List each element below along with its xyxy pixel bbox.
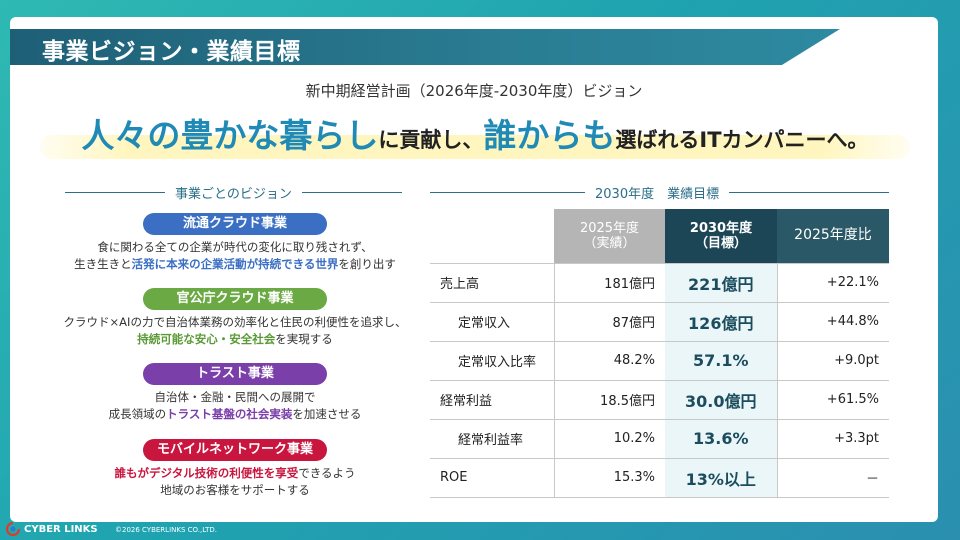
value-2025: 181億円 — [553, 263, 665, 303]
row-label: 定常収入 — [430, 302, 554, 342]
tagline-highlight — [40, 135, 910, 159]
table-row: 定常収入 87億円 126億円 +44.8% — [430, 302, 889, 342]
business-vision-heading: 事業ごとのビジョン — [65, 183, 402, 202]
logo-text: CYBER LINKS — [24, 523, 98, 535]
table-header-row: 2025年度 （実績） 2030年度 （目標） 2025年度比 — [430, 209, 889, 264]
slide-card: 事業ビジョン・業績目標 新中期経営計画（2026年度-2030年度）ビジョン 人… — [10, 17, 938, 522]
tagline-part-2: に貢献し、 — [378, 128, 484, 152]
value-2030: 13.6% — [665, 419, 777, 459]
tagline-part-3: 誰からも — [483, 116, 616, 155]
tagline-part-4: 選ばれるITカンパニーへ。 — [615, 128, 869, 152]
value-2025: 48.2% — [553, 341, 665, 381]
row-label: 定常収入比率 — [430, 341, 554, 381]
value-2025: 10.2% — [553, 419, 665, 459]
business-pill-mobile: モバイルネットワーク事業 — [143, 439, 327, 461]
value-2025: 87億円 — [553, 302, 665, 342]
company-logo: CYBER LINKS — [6, 522, 98, 536]
row-label: 売上高 — [430, 263, 554, 303]
header-ratio: 2025年度比 — [777, 209, 889, 264]
business-desc: 自治体・金融・民間への展開で 成長領域のトラスト基盤の社会実装を加速させる — [108, 390, 362, 421]
value-ratio: +9.0pt — [776, 341, 889, 381]
value-ratio: － — [776, 458, 889, 498]
table-row: 定常収入比率 48.2% 57.1% +9.0pt — [430, 341, 889, 381]
business-mobile-network: モバイルネットワーク事業 誰もがデジタル技術の利便性を享受できるよう 地域のお客… — [50, 438, 420, 499]
value-ratio: +3.3pt — [776, 419, 889, 459]
value-ratio: +44.8% — [776, 302, 889, 342]
business-pill-kankocho: 官公庁クラウド事業 — [143, 288, 327, 310]
business-ryutsu-cloud: 流通クラウド事業 食に関わる全ての企業が時代の変化に取り残されず、 生き生きと活… — [50, 212, 420, 273]
table-row: 経常利益 18.5億円 30.0億円 +61.5% — [430, 380, 889, 420]
business-pill-ryutsu: 流通クラウド事業 — [143, 213, 327, 235]
header-2025: 2025年度 （実績） — [554, 209, 665, 264]
cyberlinks-logo-icon — [6, 522, 20, 536]
business-trust: トラスト事業 自治体・金融・民間への展開で 成長領域のトラスト基盤の社会実装を加… — [50, 362, 420, 423]
targets-heading: 2030年度 業績目標 — [430, 183, 890, 202]
business-desc: 食に関わる全ての企業が時代の変化に取り残されず、 生き生きと活発に本来の企業活動… — [74, 240, 396, 271]
row-label: 経常利益 — [430, 380, 554, 420]
value-2030: 13%以上 — [665, 458, 777, 498]
title-band — [10, 29, 840, 65]
copyright-text: ©2026 CYBERLINKS CO.,LTD. — [115, 526, 218, 534]
table-row: ROE 15.3% 13%以上－ — [430, 458, 889, 498]
business-desc: クラウド×AIの力で自治体業務の効率化と住民の利便性を追求し、 持続可能な安心・… — [63, 315, 407, 346]
value-2025: 15.3% — [553, 458, 665, 498]
vision-tagline: 人々の豊かな暮らしに貢献し、誰からも選ばれるITカンパニーへ。 — [40, 109, 910, 157]
row-label: ROE — [430, 458, 554, 498]
value-2030: 57.1% — [665, 341, 777, 381]
value-ratio: +61.5% — [776, 380, 889, 420]
table-row: 売上高 181億円 221億円 +22.1% — [430, 263, 889, 303]
vision-subtitle: 新中期経営計画（2026年度-2030年度）ビジョン — [305, 82, 643, 100]
tagline-area: 人々の豊かな暮らしに貢献し、誰からも選ばれるITカンパニーへ。 — [40, 109, 910, 161]
value-2030: 30.0億円 — [665, 380, 777, 420]
tagline-part-1: 人々の豊かな暮らし — [81, 116, 379, 155]
row-label: 経常利益率 — [430, 419, 554, 459]
value-2025: 18.5億円 — [553, 380, 665, 420]
kpi-table: 2025年度 （実績） 2030年度 （目標） 2025年度比 売上高 181億円… — [430, 209, 889, 498]
business-kankocho-cloud: 官公庁クラウド事業 クラウド×AIの力で自治体業務の効率化と住民の利便性を追求し… — [50, 287, 420, 348]
business-pill-trust: トラスト事業 — [143, 363, 327, 385]
table-row: 経常利益率 10.2% 13.6% +3.3pt — [430, 419, 889, 459]
value-ratio: +22.1% — [776, 263, 889, 303]
value-2030: 126億円 — [665, 302, 777, 342]
value-2030: 221億円 — [665, 263, 777, 303]
business-desc: 誰もがデジタル技術の利便性を享受できるよう 地域のお客様をサポートする — [114, 466, 356, 497]
slide-title: 事業ビジョン・業績目標 — [42, 39, 301, 65]
header-2030: 2030年度 （目標） — [665, 209, 777, 264]
